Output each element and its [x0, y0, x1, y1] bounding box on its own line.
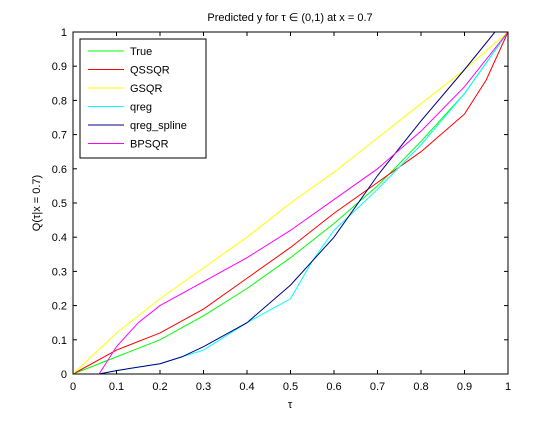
- legend-label: QSSQR: [130, 65, 170, 77]
- series-line-true: [72, 31, 509, 375]
- y-tick-label: 0.1: [52, 335, 67, 347]
- legend-label: qreg_spline: [130, 120, 187, 132]
- x-tick-label: 1: [505, 381, 511, 393]
- y-tick-label: 0.6: [52, 164, 67, 176]
- series-line-gsqr: [72, 31, 509, 375]
- y-tick-label: 0.7: [52, 130, 67, 142]
- legend-label: BPSQR: [130, 139, 169, 151]
- series-line-qssqr: [72, 31, 509, 375]
- series-line-bpsqr: [98, 31, 509, 375]
- x-tick-label: 0: [70, 381, 76, 393]
- y-tick-label: 1: [61, 27, 67, 39]
- legend-label: True: [130, 46, 152, 58]
- series-line-qreg-spline: [99, 31, 508, 375]
- y-tick-label: 0.3: [52, 266, 67, 278]
- legend: True QSSQR GSQR qreg qreg_spline BPSQR: [79, 38, 207, 159]
- x-tick-label: 0.8: [413, 381, 428, 393]
- series-layer: [72, 31, 509, 375]
- x-tick-label: 0.9: [457, 381, 472, 393]
- axes-layer: 0 0.1 0.2 0.3 0.4 0.5 0.6 0.7 0.8 0.9 1 0 0.1 0.2 0.3 0…: [52, 27, 511, 393]
- y-tick-label: 0.8: [52, 95, 67, 107]
- x-axis-label: τ: [288, 399, 293, 411]
- y-tick-label: 0: [61, 369, 67, 381]
- x-tick-label: 0.2: [152, 381, 167, 393]
- y-tick-label: 0.4: [52, 232, 67, 244]
- legend-label: GSQR: [130, 83, 162, 95]
- chart-title: Predicted y for τ ∈ (0,1) at x = 0.7: [207, 12, 372, 24]
- y-axis-label: Q(τ|x = 0.7): [31, 175, 43, 231]
- x-tick-label: 0.4: [239, 381, 254, 393]
- x-tick-label: 0.6: [326, 381, 341, 393]
- x-tick-label: 0.1: [109, 381, 124, 393]
- y-tick-label: 0.9: [52, 61, 67, 73]
- x-tick-label: 0.3: [196, 381, 211, 393]
- legend-label: qreg: [130, 102, 152, 114]
- x-tick-label: 0.7: [370, 381, 385, 393]
- y-tick-label: 0.5: [52, 198, 67, 210]
- y-tick-label: 0.2: [52, 301, 67, 313]
- legend-box: [79, 38, 207, 159]
- x-tick-label: 0.5: [283, 381, 298, 393]
